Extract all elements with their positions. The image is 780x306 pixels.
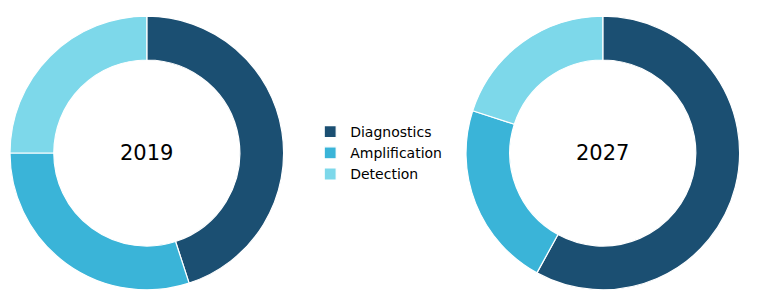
svg-text:Amplification: Amplification bbox=[350, 145, 442, 161]
svg-text:2027: 2027 bbox=[576, 141, 629, 165]
svg-text:Detection: Detection bbox=[350, 166, 418, 182]
svg-text:Diagnostics: Diagnostics bbox=[350, 124, 431, 140]
svg-text:2019: 2019 bbox=[120, 141, 173, 165]
